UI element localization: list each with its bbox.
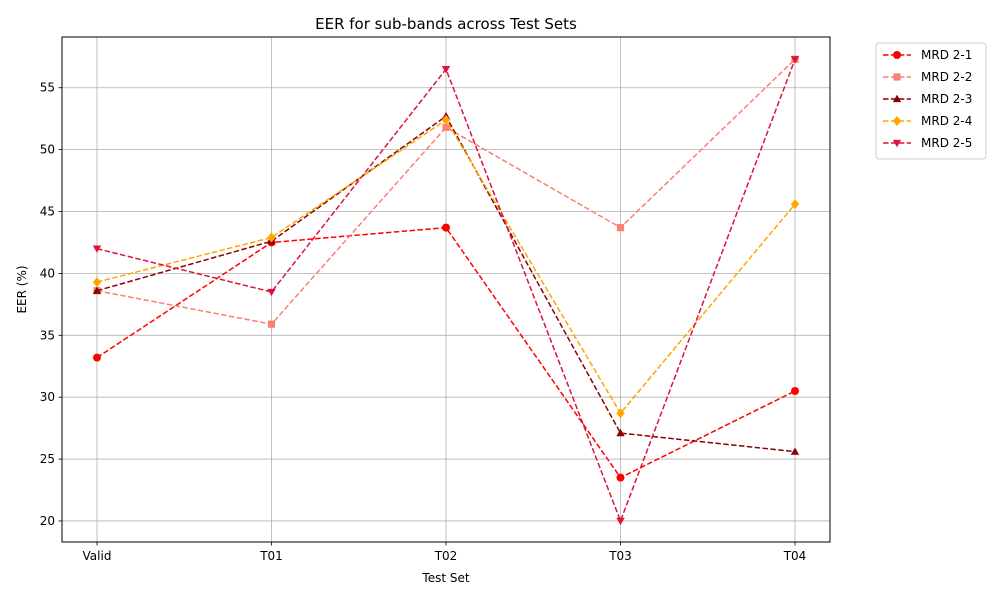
series-mrd-2-4 <box>92 114 800 419</box>
data-point <box>790 56 800 64</box>
x-tick-label: T04 <box>783 549 807 563</box>
x-axis-ticks: Valid T01 T02 T03 T04 <box>83 542 807 563</box>
legend-box <box>875 42 987 160</box>
legend-label: MRD 2-5 <box>921 136 972 150</box>
series-layer <box>92 55 800 526</box>
x-axis-label: Test Set <box>421 571 469 585</box>
series-line <box>96 58 796 325</box>
data-point <box>616 224 625 232</box>
data-point <box>790 199 800 210</box>
legend-label: MRD 2-2 <box>921 70 972 84</box>
y-tick-label: 35 <box>40 328 55 342</box>
y-axis-label: EER (%) <box>15 265 29 313</box>
data-point <box>267 320 276 328</box>
y-tick-label: 25 <box>40 452 55 466</box>
legend: MRD 2-1 MRD 2-2 MRD 2-3 MRD 2-4 MRD 2-5 <box>875 42 987 160</box>
x-tick-label: T02 <box>434 549 458 563</box>
data-point <box>92 277 102 288</box>
data-point <box>267 232 276 243</box>
legend-marker <box>893 73 901 81</box>
legend-marker <box>893 51 901 59</box>
data-point <box>441 114 451 125</box>
y-tick-label: 45 <box>40 205 55 219</box>
x-tick-label: T03 <box>608 549 632 563</box>
y-tick-label: 50 <box>40 143 55 157</box>
data-point <box>93 353 101 362</box>
grid-lines <box>62 37 830 542</box>
data-point <box>616 408 625 419</box>
chart-title: EER for sub-bands across Test Sets <box>315 15 577 33</box>
x-tick-label: Valid <box>83 549 112 563</box>
legend-item: MRD 2-1 <box>883 48 972 62</box>
legend-marker <box>892 94 902 103</box>
y-tick-label: 40 <box>40 266 55 280</box>
data-point <box>616 428 625 437</box>
data-point <box>92 286 102 294</box>
legend-marker <box>892 116 902 126</box>
y-tick-label: 20 <box>40 514 55 528</box>
data-point <box>442 223 450 232</box>
series-mrd-2-5 <box>92 56 800 526</box>
legend-label: MRD 2-3 <box>921 92 972 106</box>
legend-item: MRD 2-5 <box>883 136 972 150</box>
legend-label: MRD 2-1 <box>921 48 972 62</box>
legend-item: MRD 2-4 <box>883 114 972 128</box>
legend-item: MRD 2-2 <box>883 70 972 84</box>
data-point <box>442 123 450 131</box>
data-point <box>616 517 625 526</box>
y-tick-label: 30 <box>40 390 55 404</box>
data-point <box>441 66 451 74</box>
data-point <box>267 288 276 297</box>
data-point <box>790 447 800 455</box>
x-tick-label: T01 <box>259 549 283 563</box>
legend-marker <box>892 139 902 148</box>
data-point <box>92 245 102 253</box>
data-point <box>791 386 799 395</box>
y-tick-label: 55 <box>40 81 55 95</box>
legend-item: MRD 2-3 <box>883 92 972 106</box>
y-axis-ticks: 20 25 30 35 40 45 50 55 <box>40 81 62 528</box>
legend-label: MRD 2-4 <box>921 114 972 128</box>
data-point <box>616 473 625 482</box>
